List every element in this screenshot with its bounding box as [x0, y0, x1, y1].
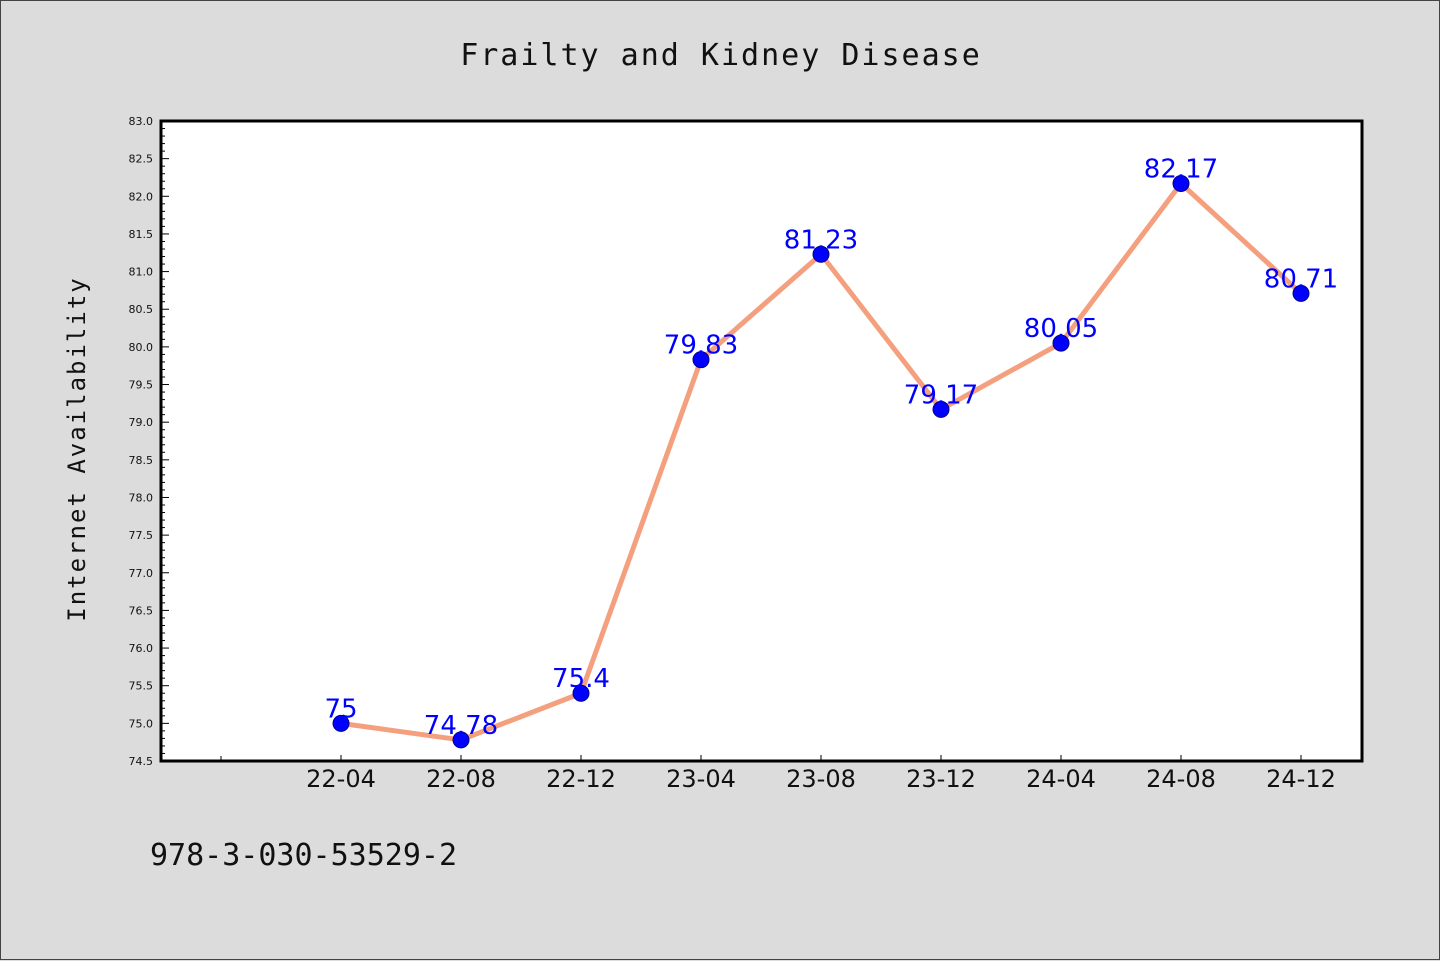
x-tick-label: 24-04 — [1026, 765, 1096, 793]
y-tick-label: 80.0 — [129, 341, 154, 354]
y-axis: 74.5 75.0 75.5 76.0 76.5 77.0 77.5 78.0 78.5 79.0… — [129, 115, 169, 768]
data-point — [452, 731, 470, 749]
y-tick-label: 77.5 — [129, 529, 154, 542]
x-tick-label: 22-12 — [546, 765, 616, 793]
y-tick-label: 81.5 — [129, 228, 154, 241]
y-tick-label: 74.5 — [129, 755, 154, 768]
footer-note: 978-3-030-53529-2 — [150, 838, 457, 873]
x-tick-label: 22-04 — [306, 765, 376, 793]
y-tick-label: 80.5 — [129, 303, 154, 316]
data-label: 75 — [324, 694, 357, 724]
y-tick-label: 79.5 — [129, 379, 154, 392]
data-point — [1172, 174, 1190, 192]
y-tick-label: 81.0 — [129, 266, 154, 279]
y-tick-label: 82.5 — [129, 153, 154, 166]
y-tick-label: 75.0 — [129, 717, 154, 730]
data-point — [692, 351, 710, 369]
plot-area — [159, 119, 1364, 763]
data-label: 82.17 — [1144, 154, 1218, 184]
x-tick-label: 24-08 — [1146, 765, 1216, 793]
data-label: 75.4 — [552, 664, 610, 694]
y-tick-label: 75.5 — [129, 680, 154, 693]
x-tick-label: 22-08 — [426, 765, 496, 793]
series-markers — [332, 174, 1310, 749]
x-tick-label: 23-04 — [666, 765, 736, 793]
data-point — [932, 400, 950, 418]
data-point — [1052, 334, 1070, 352]
y-tick-label: 78.5 — [129, 454, 154, 467]
data-label: 80.71 — [1264, 264, 1338, 294]
chart-title: Frailty and Kidney Disease — [460, 38, 982, 73]
x-axis: 22-04 22-08 22-12 23-04 23-08 23-12 24-04 24-08… — [220, 755, 1336, 793]
data-label: 79.17 — [904, 380, 978, 410]
x-tick-label: 23-08 — [786, 765, 856, 793]
data-label: 79.83 — [664, 331, 738, 361]
data-point — [572, 684, 590, 702]
data-point — [812, 245, 830, 263]
y-tick-label: 78.0 — [129, 491, 154, 504]
y-tick-label: 77.0 — [129, 567, 154, 580]
data-point — [1292, 284, 1310, 302]
x-tick-label: 24-12 — [1266, 765, 1336, 793]
y-tick-label: 82.0 — [129, 190, 154, 203]
data-label: 74.78 — [424, 711, 498, 741]
data-label: 80.05 — [1024, 314, 1098, 344]
y-axis-label: Internet Availability — [63, 276, 91, 621]
y-tick-label: 76.5 — [129, 604, 154, 617]
data-labels: 75 74.78 75.4 79.83 81.23 79.17 80.05 82.17 80.7… — [324, 154, 1338, 740]
data-label: 81.23 — [784, 225, 858, 255]
y-tick-label: 76.0 — [129, 642, 154, 655]
data-point — [332, 714, 350, 732]
y-tick-label: 83.0 — [129, 115, 154, 128]
y-tick-label: 79.0 — [129, 416, 154, 429]
x-tick-label: 23-12 — [906, 765, 976, 793]
